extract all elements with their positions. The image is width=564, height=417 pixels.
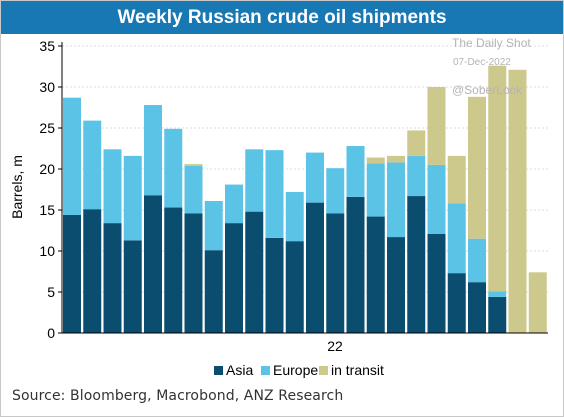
bar-asia	[184, 213, 203, 333]
bar-in-transit	[387, 155, 405, 163]
y-tick-label: 5	[47, 284, 55, 300]
bar-in-transit	[488, 65, 507, 292]
bar-asia	[447, 273, 466, 333]
bar-europe	[407, 155, 426, 197]
bar-asia	[83, 209, 102, 333]
bar-asia	[144, 195, 162, 333]
y-tick-label: 15	[39, 202, 55, 218]
watermark-handle: @SoberLook	[452, 83, 523, 97]
y-tick-label: 25	[39, 120, 55, 136]
watermark: The Daily Shot 07-Dec-2022 @SoberLook	[452, 36, 531, 97]
watermark-title: The Daily Shot	[452, 36, 531, 50]
legend-label: Asia	[226, 362, 253, 378]
bar-in-transit	[468, 96, 486, 239]
title-bar: Weekly Russian crude oil shipments	[1, 1, 563, 34]
bar-asia	[245, 211, 264, 333]
bar-europe	[204, 200, 223, 251]
legend: Asia Europe in transit	[214, 362, 384, 378]
bar-europe	[225, 184, 243, 224]
y-tick-label: 0	[47, 325, 55, 341]
bar-in-transit	[508, 69, 527, 333]
y-tick-label: 10	[39, 243, 55, 259]
bar-asia	[387, 237, 405, 333]
watermark-date: 07-Dec-2022	[453, 57, 511, 68]
bar-in-transit	[366, 157, 385, 164]
bar-europe	[103, 149, 122, 224]
bar-europe	[447, 203, 466, 274]
bar-asia	[326, 213, 345, 333]
bar-europe	[184, 165, 203, 214]
bar-europe	[285, 191, 304, 242]
bar-in-transit	[427, 87, 446, 165]
bar-europe	[366, 163, 385, 217]
bar-europe	[346, 146, 365, 197]
bar-europe	[245, 149, 264, 212]
bar-asia	[407, 196, 426, 333]
bar-in-transit	[447, 155, 466, 204]
bar-in-transit	[528, 272, 547, 333]
bar-asia	[285, 241, 304, 333]
source-note: Source: Bloomberg, Macrobond, ANZ Resear…	[12, 388, 344, 404]
bar-europe	[427, 164, 446, 234]
y-tick-label: 30	[39, 79, 55, 95]
y-axis-label: Barrels, m	[9, 155, 25, 219]
bar-europe	[387, 162, 405, 238]
bars	[63, 65, 547, 333]
bar-asia	[204, 250, 223, 333]
bar-europe	[306, 152, 324, 203]
bar-asia	[488, 296, 507, 333]
bar-asia	[164, 207, 183, 333]
bar-europe	[326, 168, 345, 214]
bar-europe	[164, 128, 183, 208]
bar-europe	[83, 120, 102, 210]
bar-europe	[123, 155, 142, 241]
bar-asia	[63, 214, 81, 333]
y-axis-ticks: 0 5 10 15 20 25 30 35	[39, 38, 62, 341]
bar-europe	[468, 238, 486, 283]
bar-in-transit	[407, 130, 426, 156]
grid-lines	[62, 45, 548, 293]
legend-swatch	[319, 366, 328, 375]
bar-asia	[306, 202, 324, 333]
bar-asia	[366, 216, 385, 333]
y-tick-label: 20	[39, 161, 55, 177]
bar-asia	[225, 223, 243, 333]
chart-title: Weekly Russian crude oil shipments	[117, 6, 447, 28]
bar-asia	[265, 237, 284, 333]
bar-europe	[63, 97, 81, 215]
bar-europe	[144, 105, 162, 196]
bar-europe	[265, 150, 284, 238]
legend-label: in transit	[331, 362, 384, 378]
legend-swatch	[214, 366, 223, 375]
legend-label: Europe	[273, 362, 318, 378]
bar-europe	[488, 291, 507, 297]
x-tick-label: 22	[327, 338, 343, 354]
legend-swatch	[261, 366, 270, 375]
bar-asia	[346, 196, 365, 333]
y-tick-label: 35	[39, 38, 55, 54]
bar-in-transit	[184, 164, 203, 166]
bar-asia	[123, 240, 142, 333]
bar-asia	[427, 233, 446, 333]
bar-asia	[103, 223, 122, 333]
bar-asia	[468, 282, 486, 333]
